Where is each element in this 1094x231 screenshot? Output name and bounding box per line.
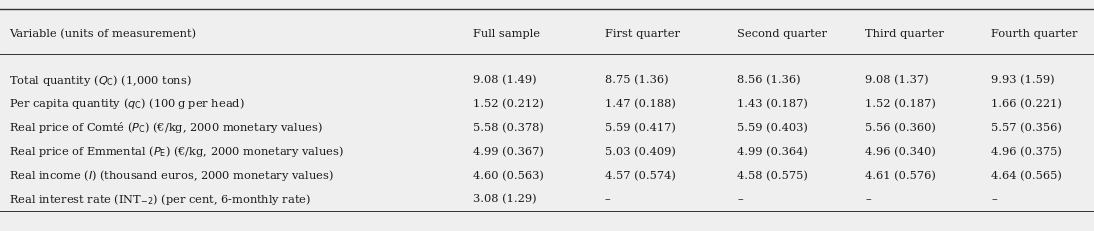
Text: 1.52 (0.212): 1.52 (0.212) xyxy=(473,98,544,109)
Text: 5.59 (0.403): 5.59 (0.403) xyxy=(737,122,808,132)
Text: 4.58 (0.575): 4.58 (0.575) xyxy=(737,170,808,180)
Text: Per capita quantity ($q_\mathrm{C}$) (100 g per head): Per capita quantity ($q_\mathrm{C}$) (10… xyxy=(9,96,244,111)
Text: 1.43 (0.187): 1.43 (0.187) xyxy=(737,98,808,109)
Text: Total quantity ($Q_\mathrm{C}$) (1,000 tons): Total quantity ($Q_\mathrm{C}$) (1,000 t… xyxy=(9,72,191,87)
Text: 5.56 (0.360): 5.56 (0.360) xyxy=(865,122,936,132)
Text: 4.57 (0.574): 4.57 (0.574) xyxy=(605,170,676,180)
Text: 4.60 (0.563): 4.60 (0.563) xyxy=(473,170,544,180)
Text: First quarter: First quarter xyxy=(605,28,680,39)
Text: Third quarter: Third quarter xyxy=(865,28,944,39)
Text: Full sample: Full sample xyxy=(473,28,539,39)
Text: 9.08 (1.37): 9.08 (1.37) xyxy=(865,75,929,85)
Text: Real price of Comté ($P_\mathrm{C}$) (€/kg, 2000 monetary values): Real price of Comté ($P_\mathrm{C}$) (€/… xyxy=(9,120,323,135)
Text: 4.96 (0.375): 4.96 (0.375) xyxy=(991,146,1062,156)
Text: 4.61 (0.576): 4.61 (0.576) xyxy=(865,170,936,180)
Text: Second quarter: Second quarter xyxy=(737,28,827,39)
Text: 4.99 (0.364): 4.99 (0.364) xyxy=(737,146,808,156)
Text: 5.59 (0.417): 5.59 (0.417) xyxy=(605,122,676,132)
Text: Real price of Emmental ($P_\mathrm{E}$) (€/kg, 2000 monetary values): Real price of Emmental ($P_\mathrm{E}$) … xyxy=(9,144,344,158)
Text: 5.57 (0.356): 5.57 (0.356) xyxy=(991,122,1062,132)
Text: 9.08 (1.49): 9.08 (1.49) xyxy=(473,75,536,85)
Text: 8.75 (1.36): 8.75 (1.36) xyxy=(605,75,668,85)
Text: 1.66 (0.221): 1.66 (0.221) xyxy=(991,98,1062,109)
Text: 4.96 (0.340): 4.96 (0.340) xyxy=(865,146,936,156)
Text: Real income ($I$) (thousand euros, 2000 monetary values): Real income ($I$) (thousand euros, 2000 … xyxy=(9,167,334,182)
Text: 4.99 (0.367): 4.99 (0.367) xyxy=(473,146,544,156)
Text: 5.03 (0.409): 5.03 (0.409) xyxy=(605,146,676,156)
Text: 1.47 (0.188): 1.47 (0.188) xyxy=(605,98,676,109)
Text: –: – xyxy=(737,194,743,204)
Text: –: – xyxy=(865,194,871,204)
Text: Variable (units of measurement): Variable (units of measurement) xyxy=(9,28,196,39)
Text: Fourth quarter: Fourth quarter xyxy=(991,28,1078,39)
Text: –: – xyxy=(605,194,610,204)
Text: –: – xyxy=(991,194,997,204)
Text: 3.08 (1.29): 3.08 (1.29) xyxy=(473,194,536,204)
Text: 4.64 (0.565): 4.64 (0.565) xyxy=(991,170,1062,180)
Text: 5.58 (0.378): 5.58 (0.378) xyxy=(473,122,544,132)
Text: 8.56 (1.36): 8.56 (1.36) xyxy=(737,75,801,85)
Text: 9.93 (1.59): 9.93 (1.59) xyxy=(991,75,1055,85)
Text: 1.52 (0.187): 1.52 (0.187) xyxy=(865,98,936,109)
Text: Real interest rate (INT$_{-2}$) (per cent, 6-monthly rate): Real interest rate (INT$_{-2}$) (per cen… xyxy=(9,191,311,206)
